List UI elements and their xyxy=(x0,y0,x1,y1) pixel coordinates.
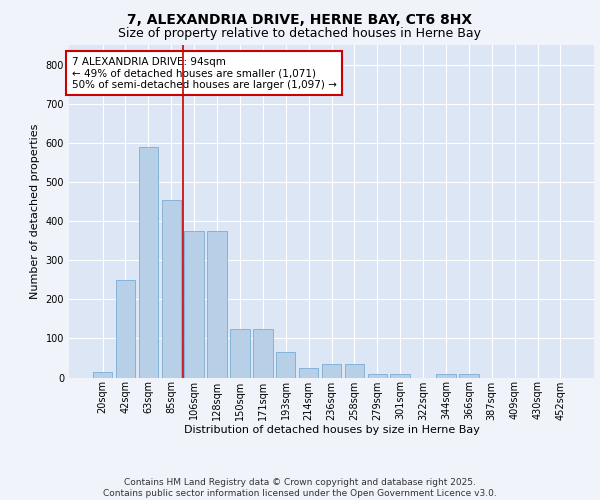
Bar xyxy=(276,352,295,378)
Bar xyxy=(322,364,341,378)
Bar xyxy=(391,374,410,378)
Bar xyxy=(459,374,479,378)
Bar xyxy=(253,328,272,378)
Bar xyxy=(230,328,250,378)
X-axis label: Distribution of detached houses by size in Herne Bay: Distribution of detached houses by size … xyxy=(184,425,479,435)
Text: Size of property relative to detached houses in Herne Bay: Size of property relative to detached ho… xyxy=(119,28,482,40)
Bar xyxy=(368,374,387,378)
Bar xyxy=(116,280,135,378)
Bar xyxy=(436,374,455,378)
Bar xyxy=(139,146,158,378)
Bar xyxy=(161,200,181,378)
Y-axis label: Number of detached properties: Number of detached properties xyxy=(30,124,40,299)
Bar xyxy=(93,372,112,378)
Bar xyxy=(299,368,319,378)
Bar xyxy=(184,231,204,378)
Text: Contains HM Land Registry data © Crown copyright and database right 2025.
Contai: Contains HM Land Registry data © Crown c… xyxy=(103,478,497,498)
Text: 7, ALEXANDRIA DRIVE, HERNE BAY, CT6 8HX: 7, ALEXANDRIA DRIVE, HERNE BAY, CT6 8HX xyxy=(127,12,473,26)
Text: 7 ALEXANDRIA DRIVE: 94sqm
← 49% of detached houses are smaller (1,071)
50% of se: 7 ALEXANDRIA DRIVE: 94sqm ← 49% of detac… xyxy=(71,56,337,90)
Bar xyxy=(208,231,227,378)
Bar xyxy=(344,364,364,378)
